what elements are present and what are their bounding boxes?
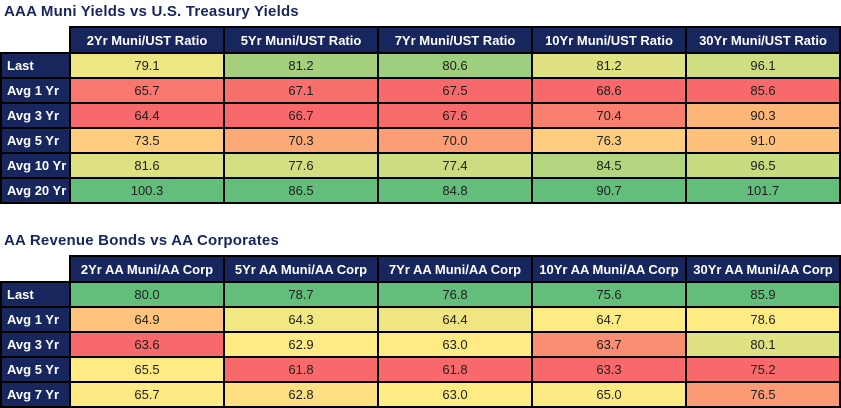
value-cell: 75.2 xyxy=(685,356,841,383)
corner-cell xyxy=(1,256,70,282)
row-label: Last xyxy=(0,281,71,308)
table-row: Avg 1 Yr 65.7 67.1 67.5 68.6 85.6 xyxy=(0,77,841,104)
value-cell: 85.6 xyxy=(685,77,841,104)
column-header: 2Yr AA Muni/AA Corp xyxy=(69,255,225,283)
column-header: 30Yr AA Muni/AA Corp xyxy=(685,255,841,283)
value-cell: 80.1 xyxy=(685,331,841,358)
value-cell: 64.3 xyxy=(223,306,379,333)
table-row: Avg 5 Yr 65.5 61.8 61.8 63.3 75.2 xyxy=(0,356,841,383)
value-cell: 63.3 xyxy=(531,356,687,383)
table-row: Avg 20 Yr 100.3 86.5 84.8 90.7 101.7 xyxy=(0,177,841,204)
value-cell: 65.7 xyxy=(69,381,225,408)
muni-ust-ratio-table: 2Yr Muni/UST Ratio 5Yr Muni/UST Ratio 7Yr … xyxy=(0,26,841,204)
value-cell: 101.7 xyxy=(685,177,841,204)
header-row: 2Yr Muni/UST Ratio 5Yr Muni/UST Ratio 7Yr … xyxy=(1,26,841,54)
value-cell: 64.7 xyxy=(531,306,687,333)
column-header: 5Yr Muni/UST Ratio xyxy=(223,26,379,54)
value-cell: 63.0 xyxy=(377,381,533,408)
table-row: Last 80.0 78.7 76.8 75.6 85.9 xyxy=(0,281,841,308)
row-label: Avg 10 Yr xyxy=(0,152,71,179)
value-cell: 68.6 xyxy=(531,77,687,104)
treasury-ratio-section: AAA Muni Yields vs U.S. Treasury Yields … xyxy=(0,3,841,204)
value-cell: 80.6 xyxy=(377,52,533,79)
row-label: Avg 3 Yr xyxy=(0,331,71,358)
table-row: Avg 5 Yr 73.5 70.3 70.0 76.3 91.0 xyxy=(0,127,841,154)
value-cell: 77.4 xyxy=(377,152,533,179)
corporate-table-title: AA Revenue Bonds vs AA Corporates xyxy=(4,232,279,249)
treasury-table-title: AAA Muni Yields vs U.S. Treasury Yields xyxy=(4,3,299,20)
aa-muni-aa-corp-table: 2Yr AA Muni/AA Corp 5Yr AA Muni/AA Corp 7Y… xyxy=(0,255,841,408)
muni-ratio-report: AAA Muni Yields vs U.S. Treasury Yields … xyxy=(0,3,841,408)
value-cell: 63.0 xyxy=(377,331,533,358)
table-row: Avg 3 Yr 63.6 62.9 63.0 63.7 80.1 xyxy=(0,331,841,358)
table-row: Avg 3 Yr 64.4 66.7 67.6 70.4 90.3 xyxy=(0,102,841,129)
value-cell: 78.6 xyxy=(685,306,841,333)
value-cell: 65.5 xyxy=(69,356,225,383)
value-cell: 66.7 xyxy=(223,102,379,129)
value-cell: 86.5 xyxy=(223,177,379,204)
column-header: 5Yr AA Muni/AA Corp xyxy=(223,255,379,283)
value-cell: 73.5 xyxy=(69,127,225,154)
value-cell: 76.3 xyxy=(531,127,687,154)
corporate-ratio-section: AA Revenue Bonds vs AA Corporates 2Yr AA… xyxy=(0,232,841,408)
value-cell: 67.5 xyxy=(377,77,533,104)
row-label: Avg 5 Yr xyxy=(0,127,71,154)
value-cell: 84.8 xyxy=(377,177,533,204)
value-cell: 85.9 xyxy=(685,281,841,308)
value-cell: 61.8 xyxy=(377,356,533,383)
value-cell: 96.5 xyxy=(685,152,841,179)
value-cell: 65.7 xyxy=(69,77,225,104)
row-label: Avg 7 Yr xyxy=(0,381,71,408)
value-cell: 70.3 xyxy=(223,127,379,154)
row-label: Avg 1 Yr xyxy=(0,77,71,104)
row-label: Last xyxy=(0,52,71,79)
value-cell: 61.8 xyxy=(223,356,379,383)
value-cell: 81.6 xyxy=(69,152,225,179)
value-cell: 64.4 xyxy=(69,102,225,129)
value-cell: 81.2 xyxy=(223,52,379,79)
value-cell: 77.6 xyxy=(223,152,379,179)
column-header: 10Yr Muni/UST Ratio xyxy=(531,26,687,54)
row-label: Avg 1 Yr xyxy=(0,306,71,333)
value-cell: 63.7 xyxy=(531,331,687,358)
value-cell: 62.9 xyxy=(223,331,379,358)
value-cell: 96.1 xyxy=(685,52,841,79)
table-row: Last 79.1 81.2 80.6 81.2 96.1 xyxy=(0,52,841,79)
value-cell: 81.2 xyxy=(531,52,687,79)
header-row: 2Yr AA Muni/AA Corp 5Yr AA Muni/AA Corp 7Y… xyxy=(1,255,841,283)
table-row: Avg 1 Yr 64.9 64.3 64.4 64.7 78.6 xyxy=(0,306,841,333)
row-label: Avg 20 Yr xyxy=(0,177,71,204)
column-header: 7Yr AA Muni/AA Corp xyxy=(377,255,533,283)
value-cell: 67.6 xyxy=(377,102,533,129)
table-row: Avg 7 Yr 65.7 62.8 63.0 65.0 76.5 xyxy=(0,381,841,408)
value-cell: 62.8 xyxy=(223,381,379,408)
value-cell: 65.0 xyxy=(531,381,687,408)
value-cell: 64.4 xyxy=(377,306,533,333)
row-label: Avg 5 Yr xyxy=(0,356,71,383)
value-cell: 100.3 xyxy=(69,177,225,204)
value-cell: 78.7 xyxy=(223,281,379,308)
column-header: 30Yr Muni/UST Ratio xyxy=(685,26,841,54)
value-cell: 63.6 xyxy=(69,331,225,358)
value-cell: 70.0 xyxy=(377,127,533,154)
value-cell: 64.9 xyxy=(69,306,225,333)
column-header: 2Yr Muni/UST Ratio xyxy=(69,26,225,54)
value-cell: 80.0 xyxy=(69,281,225,308)
value-cell: 90.7 xyxy=(531,177,687,204)
value-cell: 76.5 xyxy=(685,381,841,408)
column-header: 7Yr Muni/UST Ratio xyxy=(377,26,533,54)
column-header: 10Yr AA Muni/AA Corp xyxy=(531,255,687,283)
value-cell: 91.0 xyxy=(685,127,841,154)
corner-cell xyxy=(1,27,70,53)
value-cell: 79.1 xyxy=(69,52,225,79)
value-cell: 67.1 xyxy=(223,77,379,104)
value-cell: 70.4 xyxy=(531,102,687,129)
row-label: Avg 3 Yr xyxy=(0,102,71,129)
value-cell: 75.6 xyxy=(531,281,687,308)
value-cell: 90.3 xyxy=(685,102,841,129)
value-cell: 76.8 xyxy=(377,281,533,308)
table-row: Avg 10 Yr 81.6 77.6 77.4 84.5 96.5 xyxy=(0,152,841,179)
value-cell: 84.5 xyxy=(531,152,687,179)
